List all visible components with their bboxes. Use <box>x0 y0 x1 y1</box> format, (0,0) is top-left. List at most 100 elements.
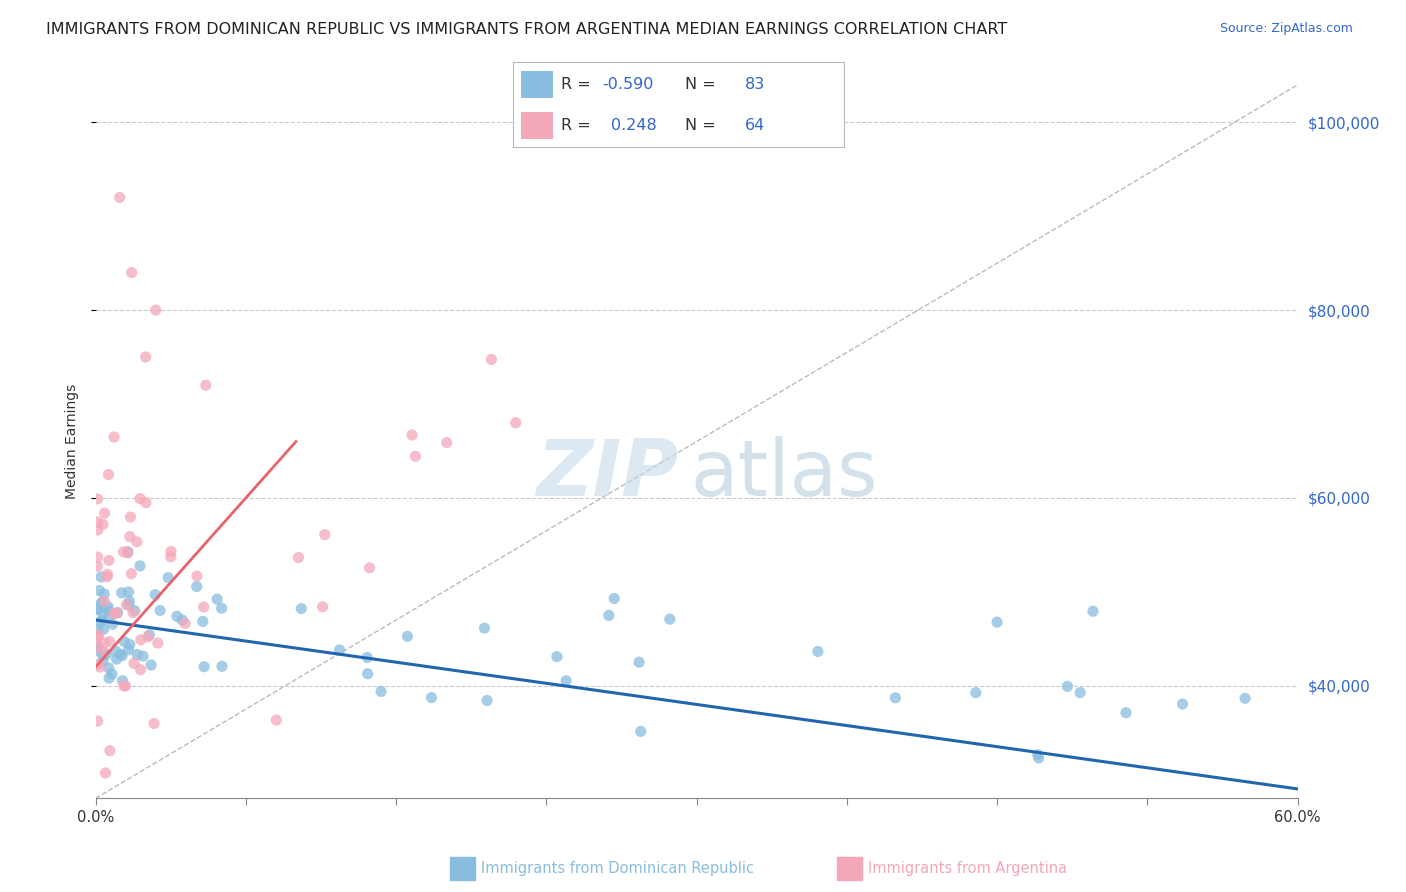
Point <box>90 596 112 610</box>
Point <box>505 416 527 430</box>
Point <box>87 602 110 616</box>
Point <box>98 634 121 648</box>
Point <box>143 588 166 602</box>
Point <box>420 690 443 705</box>
Point <box>90 596 112 610</box>
Point <box>194 378 217 392</box>
Point <box>401 428 423 442</box>
Point <box>193 659 215 673</box>
Point <box>132 649 155 664</box>
Point <box>93 645 115 659</box>
Point <box>1026 747 1049 762</box>
Point <box>86 657 108 672</box>
Point <box>90 570 112 584</box>
Point <box>884 690 907 705</box>
Point <box>122 657 145 671</box>
Point <box>211 659 233 673</box>
Point <box>475 693 498 707</box>
Point <box>112 679 135 693</box>
Point <box>129 491 152 506</box>
Point <box>118 637 141 651</box>
Point <box>1028 751 1050 765</box>
Point <box>1234 691 1257 706</box>
Point <box>93 636 115 650</box>
Point <box>86 550 108 565</box>
Point <box>146 636 169 650</box>
Point <box>404 449 426 463</box>
Point <box>136 630 159 644</box>
Text: 0.248: 0.248 <box>610 118 657 133</box>
Point <box>211 601 233 615</box>
Point <box>135 496 157 510</box>
Point <box>314 527 336 541</box>
Point <box>97 467 120 482</box>
Point <box>105 644 128 658</box>
Point <box>474 621 496 635</box>
Point <box>117 585 139 599</box>
Point <box>115 598 138 612</box>
Point <box>436 435 458 450</box>
Point <box>91 613 114 627</box>
Point <box>129 558 152 573</box>
Point <box>117 643 139 657</box>
Point <box>93 594 115 608</box>
Point <box>112 634 135 648</box>
Point <box>98 744 121 758</box>
Point <box>630 724 652 739</box>
Point <box>118 530 141 544</box>
Point <box>97 553 120 567</box>
Point <box>166 609 188 624</box>
Point <box>118 594 141 608</box>
Point <box>89 583 111 598</box>
Text: N =: N = <box>685 118 721 133</box>
Point <box>138 628 160 642</box>
Point <box>86 491 108 506</box>
Text: R =: R = <box>561 118 602 133</box>
Point <box>120 510 142 524</box>
Point <box>114 679 136 693</box>
Point <box>108 190 131 204</box>
Text: 83: 83 <box>745 77 765 92</box>
Point <box>87 523 110 537</box>
Y-axis label: Median Earnings: Median Earnings <box>65 384 79 500</box>
Point <box>86 559 108 574</box>
Point <box>91 654 114 668</box>
Point <box>86 639 108 653</box>
Point <box>359 561 381 575</box>
Point <box>93 506 115 520</box>
Point <box>110 648 132 662</box>
Point <box>172 613 194 627</box>
Point <box>98 671 121 685</box>
Point <box>157 571 180 585</box>
Point <box>91 648 114 662</box>
Point <box>117 546 139 560</box>
Point <box>127 648 149 662</box>
Point <box>290 601 312 615</box>
Text: Immigrants from Argentina: Immigrants from Argentina <box>868 862 1067 876</box>
Point <box>94 766 117 780</box>
Point <box>205 592 228 607</box>
Point <box>986 615 1008 629</box>
Point <box>370 684 392 698</box>
Point <box>287 550 309 565</box>
Point <box>965 686 987 700</box>
Point <box>87 640 110 654</box>
Point <box>186 569 208 583</box>
Point <box>91 517 114 532</box>
Point <box>143 716 166 731</box>
Text: R =: R = <box>561 77 596 92</box>
Point <box>89 660 111 674</box>
Point <box>149 603 172 617</box>
Point <box>628 655 651 669</box>
Point <box>1069 685 1091 699</box>
Point <box>118 598 141 612</box>
Point <box>86 515 108 529</box>
Point <box>101 617 124 632</box>
Point <box>97 603 120 617</box>
Point <box>311 599 333 614</box>
Point <box>103 430 125 444</box>
Point <box>101 667 124 681</box>
Point <box>396 629 419 643</box>
Point <box>105 606 128 620</box>
Point <box>481 352 503 367</box>
